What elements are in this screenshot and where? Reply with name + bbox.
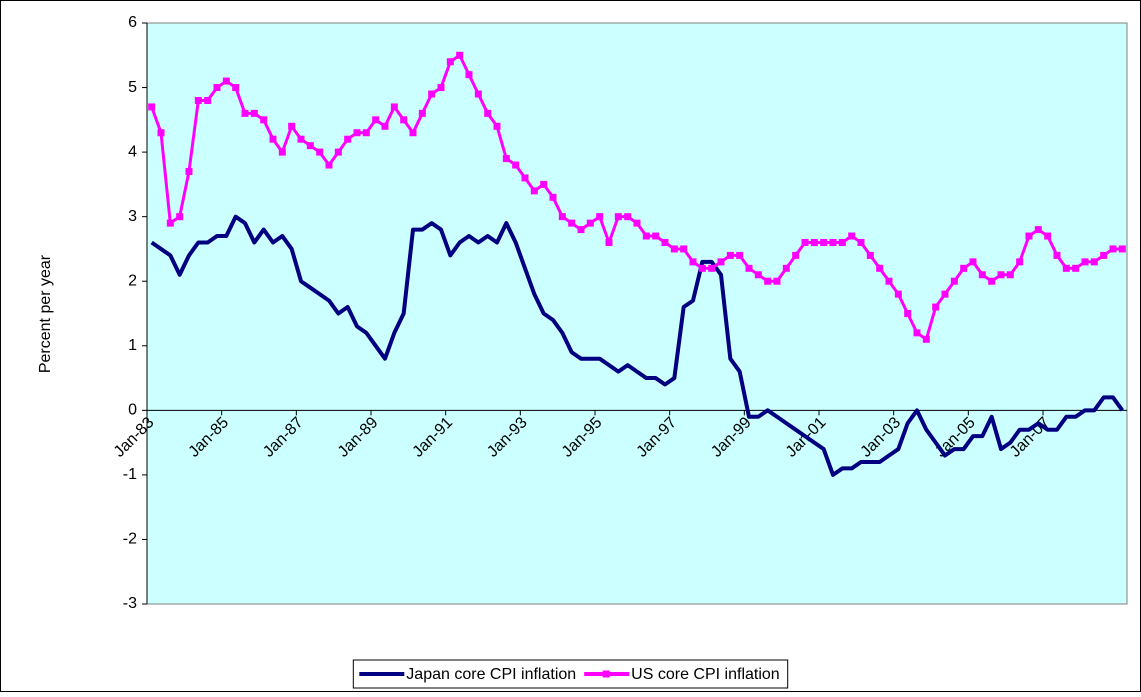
line-series xyxy=(148,51,1126,343)
y-tick-label: 3 xyxy=(128,208,137,225)
legend-box xyxy=(352,659,789,689)
y-tick-label: 2 xyxy=(128,272,137,289)
plot-area xyxy=(146,22,1128,605)
y-tick-label: -3 xyxy=(123,595,137,612)
legend-label: Japan core CPI inflation xyxy=(406,666,576,683)
y-tick-label: 5 xyxy=(128,79,137,96)
y-tick-label: 1 xyxy=(128,337,137,354)
legend-item: US core CPI inflation xyxy=(584,666,780,683)
y-tick-label: -1 xyxy=(123,466,137,483)
y-axis-label: Percent per year xyxy=(37,254,54,373)
y-tick-label: 0 xyxy=(128,402,137,419)
legend-label: US core CPI inflation xyxy=(631,666,780,683)
legend: Japan core CPI inflation US core CPI infl… xyxy=(352,659,789,689)
legend-item: Japan core CPI inflation xyxy=(359,666,576,683)
legend-marker xyxy=(602,670,610,678)
y-tick-label: -2 xyxy=(123,531,137,548)
y-tick-label: 6 xyxy=(128,14,137,31)
y-tick-label: 4 xyxy=(128,143,137,160)
